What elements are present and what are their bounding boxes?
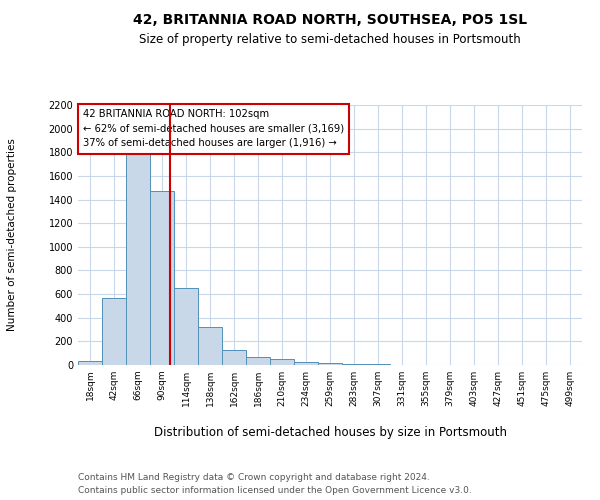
Bar	[366, 364, 390, 365]
Bar	[222, 350, 246, 365]
Text: Size of property relative to semi-detached houses in Portsmouth: Size of property relative to semi-detach…	[139, 32, 521, 46]
Text: Number of semi-detached properties: Number of semi-detached properties	[7, 138, 17, 332]
Text: Distribution of semi-detached houses by size in Portsmouth: Distribution of semi-detached houses by …	[154, 426, 506, 439]
Bar	[342, 364, 366, 365]
Bar	[294, 362, 318, 365]
Text: Contains HM Land Registry data © Crown copyright and database right 2024.: Contains HM Land Registry data © Crown c…	[78, 472, 430, 482]
Bar	[270, 359, 294, 365]
Bar	[174, 288, 198, 365]
Bar	[78, 361, 102, 365]
Text: 42, BRITANNIA ROAD NORTH, SOUTHSEA, PO5 1SL: 42, BRITANNIA ROAD NORTH, SOUTHSEA, PO5 …	[133, 12, 527, 26]
Bar	[246, 358, 270, 365]
Text: 42 BRITANNIA ROAD NORTH: 102sqm
← 62% of semi-detached houses are smaller (3,169: 42 BRITANNIA ROAD NORTH: 102sqm ← 62% of…	[83, 109, 344, 148]
Bar	[126, 152, 150, 365]
Bar	[198, 326, 222, 365]
Bar	[150, 192, 174, 365]
Bar	[318, 363, 342, 365]
Text: Contains public sector information licensed under the Open Government Licence v3: Contains public sector information licen…	[78, 486, 472, 495]
Bar	[102, 298, 126, 365]
